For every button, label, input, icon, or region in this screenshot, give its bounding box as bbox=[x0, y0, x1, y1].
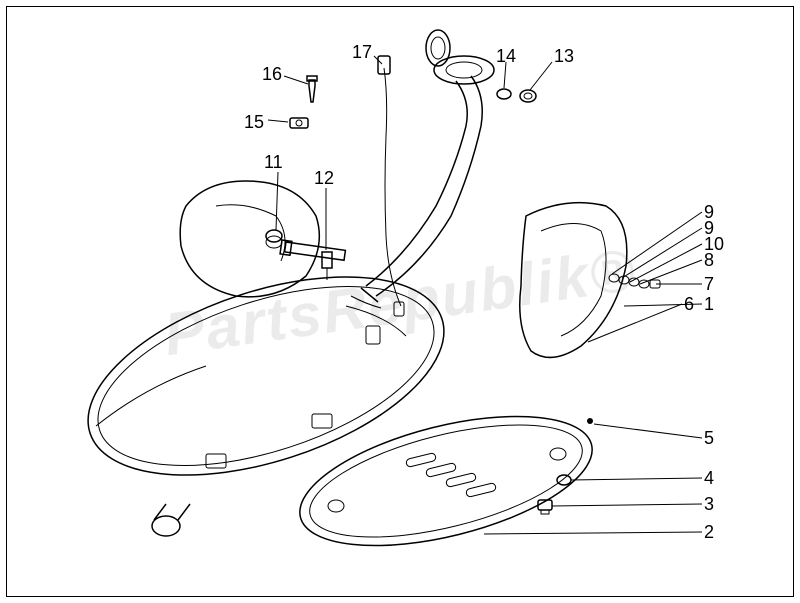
exhaust-pipe bbox=[351, 30, 494, 308]
mount-bracket bbox=[180, 181, 319, 297]
muffler-body bbox=[64, 238, 468, 536]
nut-13-inner bbox=[524, 93, 532, 99]
label-5: 5 bbox=[704, 428, 714, 448]
label-13: 13 bbox=[554, 46, 574, 66]
label-17: 17 bbox=[352, 42, 372, 62]
heat-shield-upper bbox=[520, 203, 627, 358]
label-12: 12 bbox=[314, 168, 334, 188]
sensor-12 bbox=[322, 252, 332, 280]
label-4: 4 bbox=[704, 468, 714, 488]
grommet-5 bbox=[587, 418, 593, 424]
label-1: 1 bbox=[704, 294, 714, 314]
nut-13 bbox=[520, 90, 536, 102]
label-14: 14 bbox=[496, 46, 516, 66]
leader-lines bbox=[268, 56, 702, 534]
clip-15 bbox=[290, 118, 308, 128]
label-15: 15 bbox=[244, 112, 264, 132]
label-16: 16 bbox=[262, 64, 282, 84]
callout-labels: 1 2 3 4 5 6 7 8 9 9 10 11 12 13 14 15 16… bbox=[244, 42, 724, 542]
label-3: 3 bbox=[704, 494, 714, 514]
washer-4 bbox=[557, 475, 571, 485]
label-7: 7 bbox=[704, 274, 714, 294]
label-10: 10 bbox=[704, 234, 724, 254]
screw-16 bbox=[307, 76, 317, 102]
fastener-stack-7-10 bbox=[609, 274, 660, 288]
label-11: 11 bbox=[264, 152, 283, 172]
exploded-diagram: 1 2 3 4 5 6 7 8 9 9 10 11 12 13 14 15 16… bbox=[6, 6, 794, 597]
bolt-long bbox=[280, 240, 345, 260]
label-2: 2 bbox=[704, 522, 714, 542]
washer-14 bbox=[497, 89, 511, 99]
label-6: 6 bbox=[684, 294, 694, 314]
